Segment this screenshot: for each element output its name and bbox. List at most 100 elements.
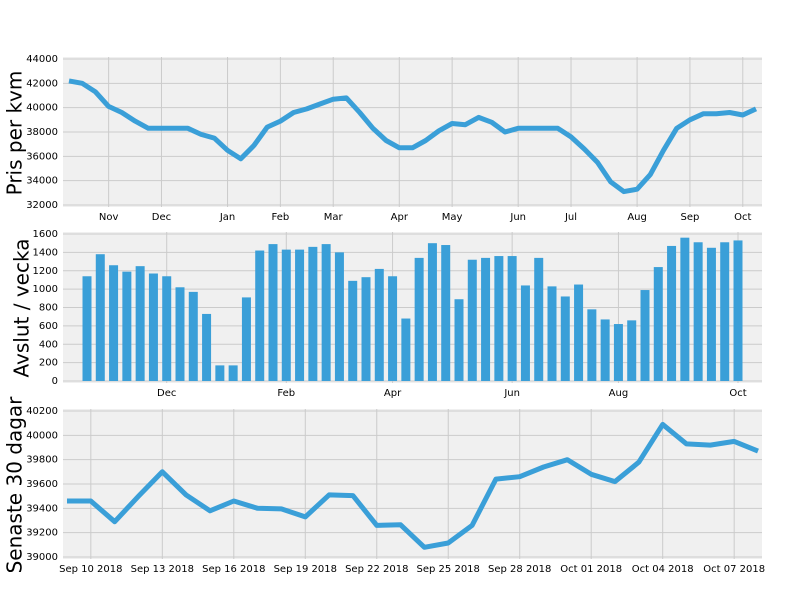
y-tick-label: 1000 [33,284,58,295]
bar [348,280,358,381]
bar [587,309,597,381]
bar [706,247,716,381]
bar [574,284,584,381]
bar [680,237,690,381]
bar [215,365,225,381]
y-tick-label: 39600 [26,479,58,490]
x-tick-label: Jun [509,212,526,223]
bar [82,276,92,381]
bar [361,277,371,381]
bar [95,254,105,381]
y-tick-label: 32000 [26,200,58,211]
bar [241,297,251,381]
x-tick-label: Apr [391,212,409,223]
y-tick-label: 40000 [26,430,58,441]
bar [334,252,344,381]
x-tick-label: Apr [384,388,402,399]
bar [202,313,212,381]
bar [388,276,398,381]
y-tick-label: 1600 [33,229,58,240]
bar [228,365,238,381]
x-tick-label: Sep 10 2018 [59,564,122,575]
x-tick-label: Aug [627,212,647,223]
x-tick-label: Nov [99,212,119,223]
bar [188,291,198,381]
line [67,421,759,550]
bar [162,276,172,381]
y-tick-label: 200 [39,358,58,369]
bar [374,268,384,381]
y-tick-label: 40200 [26,406,58,417]
bar [613,324,623,381]
y-tick-label: 44000 [26,54,58,65]
bar [667,245,677,381]
bar [414,257,424,381]
x-tick-label: Feb [272,212,290,223]
bar [295,249,305,381]
bar [321,244,331,381]
x-tick-label: Oct 04 2018 [632,564,694,575]
bar [268,244,278,381]
y-tick-label: 39800 [26,455,58,466]
bar [281,249,291,381]
bar [255,250,265,381]
x-tick-label: Dec [157,388,176,399]
line [68,78,758,195]
x-tick-label: Oct [729,388,746,399]
y-tick-label: 39200 [26,528,58,539]
y-tick-label: 800 [39,303,58,314]
y-tick-label: 39000 [26,552,58,563]
y-tick-label: 42000 [26,78,58,89]
x-tick-label: Mar [324,212,344,223]
bar [135,266,145,381]
bar [454,299,464,381]
x-tick-label: Sep 28 2018 [488,564,551,575]
x-tick-label: Jan [219,212,235,223]
x-tick-label: Jul [564,212,577,223]
bar [720,242,730,381]
x-tick-label: Oct [734,212,751,223]
x-tick-label: Jun [503,388,520,399]
bar [122,271,132,381]
y-tick-label: 38000 [26,127,58,138]
y-axis-label: Avslut / vecka [10,239,34,378]
bar [308,246,318,381]
y-tick-label: 40000 [26,103,58,114]
x-tick-label: Feb [277,388,295,399]
y-tick-label: 1400 [33,247,58,258]
bar [467,259,477,381]
x-tick-label: Oct 01 2018 [560,564,622,575]
bar [109,265,119,381]
y-axis-label: Senaste 30 dagar [3,396,27,574]
x-tick-label: Sep [681,212,700,223]
bar [733,240,743,381]
bar [494,256,504,381]
y-tick-label: 0 [52,376,58,387]
bar [520,285,530,381]
bar [653,267,663,381]
y-tick-label: 39400 [26,503,58,514]
bar [441,245,451,381]
x-tick-label: Sep 16 2018 [202,564,265,575]
bar [481,257,491,381]
x-tick-label: Aug [609,388,629,399]
x-tick-label: May [442,212,463,223]
bar [547,286,557,381]
x-tick-label: Sep 19 2018 [274,564,337,575]
bar [401,318,411,381]
x-tick-label: Sep 22 2018 [345,564,408,575]
bar [534,257,544,381]
bar [148,273,158,381]
x-tick-label: Dec [152,212,171,223]
bar [627,320,637,381]
bar [693,242,703,381]
y-tick-label: 36000 [26,151,58,162]
bar [560,296,570,381]
y-axis-label: Pris per kvm [3,71,27,196]
y-tick-label: 400 [39,339,58,350]
x-tick-label: Sep 13 2018 [131,564,194,575]
bar [600,319,610,381]
bar [175,287,185,381]
y-tick-label: 600 [39,321,58,332]
